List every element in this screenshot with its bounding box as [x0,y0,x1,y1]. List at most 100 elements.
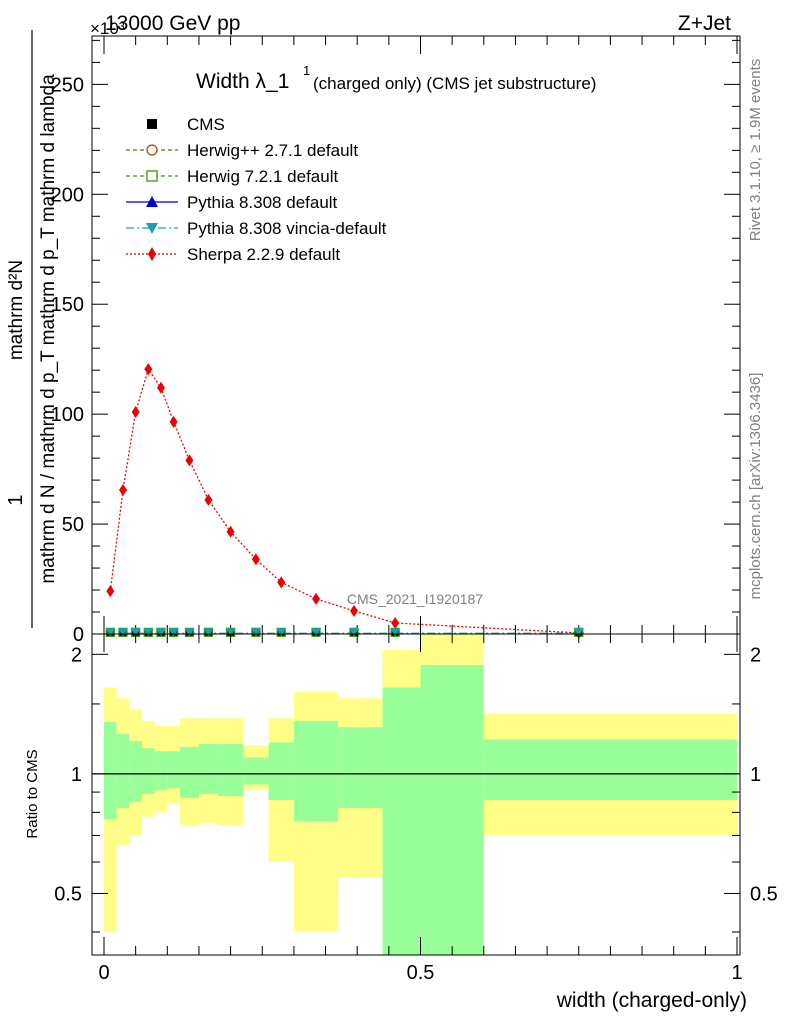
sherpa-point [226,525,235,538]
main-frame [91,35,741,635]
title-superscript: 1 [303,63,310,78]
sherpa-point [350,604,359,617]
ratio-band-green [483,739,737,800]
sherpa-point [156,381,165,394]
ratio-x-ticks: 0 0.5 1 [98,634,743,984]
ratio-band-green [154,751,168,791]
vincia-point [250,628,261,637]
process-label: Z+Jet [678,12,731,35]
vincia-point [155,628,166,637]
vincia-point [143,628,154,637]
sherpa-point [118,483,127,496]
sherpa-point [185,454,194,467]
x-axis-label: width (charged-only) [556,989,747,1012]
ratio-band-green [104,722,117,819]
legend-label: CMS [187,115,225,134]
main-y-tick-label: 50 [62,514,84,536]
y-label-numerator: mathrm d²N [6,260,27,360]
ratio-band-green [217,743,244,796]
ratio-y-tick-label: 0.5 [54,883,82,905]
legend-label: Pythia 8.308 default [187,193,338,212]
legend-marker [146,223,158,234]
vincia-point [203,628,214,637]
y-exponent-label: ×10³ [90,19,125,38]
vincia-point [105,628,116,637]
legend-marker [147,119,157,129]
legend-label: Sherpa 2.2.9 default [187,245,340,264]
vincia-point [390,628,401,637]
ratio-band-green [179,746,199,798]
legend-marker [146,170,158,182]
ratio-frame [91,633,741,956]
vincia-point [349,628,360,637]
vincia-point [168,628,179,637]
ratio-band-green [167,751,180,789]
ratio-band-green [382,687,421,955]
ratio-band-green [268,742,294,800]
main-y-ticks: 0 50 100 150 200 250 [51,39,740,646]
vincia-point [130,628,141,637]
ratio-band-green [338,727,383,809]
mcplots-label: mcplots.cern.ch [arXiv:1306.3436] [747,373,764,600]
sherpa-point [144,363,153,376]
ratio-y-tick-label: 2 [71,644,82,666]
energy-label: 13000 GeV pp [105,12,240,35]
vincia-point [117,628,128,637]
ratio-y-axis-label: Ratio to CMS [24,749,41,838]
sherpa-point [277,576,286,589]
main-y-tick-label: 0 [73,624,84,646]
vincia-point [225,628,236,637]
legend-marker [148,247,156,261]
vincia-point [311,628,322,637]
ratio-panel: 0.5 0.51 12 2 0 0.5 1 [54,633,778,984]
y-label-denominator: mathrm d N / mathrm d p_T mathrm d p_T m… [38,74,59,584]
main-panel: 0 50 100 150 200 250 [51,35,741,646]
legend-marker [146,196,158,207]
main-y-axis-label: 1 mathrm d²N mathrm d N / mathrm d p_T m… [5,30,59,628]
main-series [105,363,586,639]
rivet-label: Rivet 3.1.10, ≥ 1.9M events [747,59,764,242]
x-tick-label: 1 [731,962,742,984]
title-main: Width λ_1 [196,70,289,93]
main-x-ticks [103,36,738,634]
sherpa-point [312,592,321,605]
main-y-tick-label: 200 [51,184,84,206]
ratio-y-tick-label-right: 2 [750,644,761,666]
plot-title: Width λ_1 1 (charged only) (CMS jet subs… [196,63,596,93]
title-rest: (charged only) (CMS jet substructure) [313,74,596,93]
legend-label: Herwig 7.2.1 default [187,167,338,186]
main-y-tick-label: 250 [51,74,84,96]
analysis-watermark: CMS_2021_I1920187 [347,591,483,607]
x-tick-label: 0 [98,962,109,984]
ratio-bands [104,634,737,955]
ratio-y-tick-label-right: 1 [750,764,761,786]
sherpa-point [106,585,115,598]
vincia-point [184,628,195,637]
legend-marker [146,144,158,156]
sherpa-point [391,617,400,630]
main-y-tick-label: 100 [51,404,84,426]
ratio-band-green [198,743,218,794]
sherpa-point [169,415,178,428]
sherpa-point [204,493,213,506]
ratio-band-green [141,748,155,794]
vincia-point [276,628,287,637]
ratio-band-green [293,720,339,822]
ratio-band-green [243,757,269,785]
sherpa-point [251,553,260,566]
x-tick-label: 0.5 [407,962,435,984]
ratio-band-green [129,741,142,802]
sherpa-line [109,367,579,634]
legend-label: Pythia 8.308 vincia-default [187,219,387,238]
sherpa-point [131,405,140,418]
legend-label: Herwig++ 2.7.1 default [187,141,358,160]
ratio-y-tick-label: 1 [71,764,82,786]
ratio-band-green [420,664,484,955]
y-label-one: 1 [5,494,27,505]
ratio-band-green [116,734,130,809]
ratio-y-tick-label-right: 0.5 [750,883,778,905]
legend: CMS Herwig++ 2.7.1 default Herwig 7.2.1 de… [126,115,387,264]
vincia-point [573,628,584,637]
main-y-tick-label: 150 [51,294,84,316]
